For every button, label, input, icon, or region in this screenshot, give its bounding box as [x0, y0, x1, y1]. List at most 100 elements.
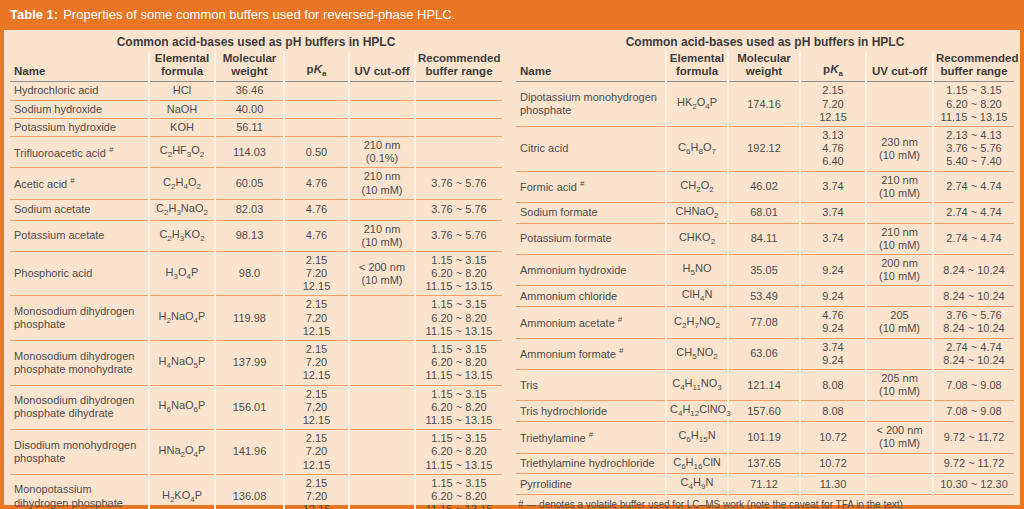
- buffer-range: 2.74 ~ 4.74: [933, 202, 1014, 223]
- buffer-range: 8.24 ~ 10.24: [933, 286, 1014, 307]
- molecular-weight: 114.03: [215, 137, 284, 168]
- buffer-range: [415, 100, 502, 118]
- buffer-range: 2.13 ~ 4.133.76 ~ 5.765.40 ~ 7.40: [933, 127, 1014, 172]
- column-header: Elemental formula: [666, 51, 728, 82]
- table-row: Monosodium dihydrogen phosphate monohydr…: [10, 341, 502, 386]
- elemental-formula: C4H11NO3: [666, 370, 728, 401]
- molecular-weight: 157.60: [728, 401, 800, 422]
- elemental-formula: H2NaO4P: [149, 296, 215, 341]
- uv-cutoff: 210 nm(10 mM): [349, 168, 415, 199]
- pka-values: [284, 100, 349, 118]
- molecular-weight: 98.0: [215, 251, 284, 296]
- elemental-formula: ClH4N: [666, 286, 728, 307]
- table-row: Sodium hydroxideNaOH40.00: [10, 100, 502, 118]
- elemental-formula: C6H15N: [666, 422, 728, 453]
- molecular-weight: 53.49: [728, 286, 800, 307]
- table-row: Formic acid #CH2O246.023.74210 nm(10 mM)…: [516, 171, 1014, 202]
- table-row: Monopotassium dihydrogen phosphateH2KO4P…: [10, 474, 502, 509]
- buffer-range: 3.76 ~ 5.76: [415, 168, 502, 199]
- molecular-weight: 84.11: [728, 223, 800, 254]
- pka-values: 10.72: [800, 422, 866, 453]
- uv-cutoff: [349, 296, 415, 341]
- molecular-weight: 137.99: [215, 341, 284, 386]
- buffer-name: Sodium formate: [516, 202, 666, 223]
- left-buffer-table-panel: Common acid-bases used as pH buffers in …: [10, 32, 502, 503]
- uv-cutoff: 200 nm(10 mM): [866, 255, 933, 286]
- table-row: Sodium formateCHNaO268.013.742.74 ~ 4.74: [516, 202, 1014, 223]
- elemental-formula: C2HF3O2: [149, 137, 215, 168]
- buffer-name: Sodium hydroxide: [10, 100, 149, 118]
- column-header: Molecular weight: [215, 51, 284, 82]
- elemental-formula: C2H4O2: [149, 168, 215, 199]
- buffer-name: Potassium hydroxide: [10, 118, 149, 136]
- elemental-formula: C2H7NO2: [666, 307, 728, 338]
- table-row: Tris hydrochlorideC4H12ClNO3157.608.087.…: [516, 401, 1014, 422]
- table-caption: Common acid-bases used as pH buffers in …: [516, 32, 1014, 51]
- molecular-weight: 136.08: [215, 474, 284, 509]
- uv-cutoff: < 200 nm(10 mM): [866, 422, 933, 453]
- buffer-name: Formic acid #: [516, 171, 666, 202]
- uv-cutoff: [866, 401, 933, 422]
- buffer-range: 1.15 ~ 3.156.20 ~ 8.2011.15 ~ 13.15: [415, 296, 502, 341]
- molecular-weight: 56.11: [215, 118, 284, 136]
- buffer-range: 1.15 ~ 3.156.20 ~ 8.2011.15 ~ 13.15: [415, 341, 502, 386]
- uv-cutoff: [349, 100, 415, 118]
- uv-cutoff: [866, 286, 933, 307]
- molecular-weight: 40.00: [215, 100, 284, 118]
- buffer-name: Dipotassium monohydrogen phosphate: [516, 82, 666, 127]
- pka-values: 3.74: [800, 223, 866, 254]
- buffer-name: Phosphoric acid: [10, 251, 149, 296]
- uv-cutoff: 205 nm(10 mM): [866, 370, 933, 401]
- column-header: Name: [10, 51, 149, 82]
- molecular-weight: 141.96: [215, 430, 284, 475]
- pka-values: 9.24: [800, 286, 866, 307]
- table-row: Monosodium dihydrogen phosphate dihydrat…: [10, 385, 502, 430]
- elemental-formula: HNa2O4P: [149, 430, 215, 475]
- molecular-weight: 156.01: [215, 385, 284, 430]
- pka-values: 2.157.2012.15: [284, 430, 349, 475]
- pka-values: 4.769.24: [800, 307, 866, 338]
- molecular-weight: 36.46: [215, 82, 284, 100]
- elemental-formula: CHNaO2: [666, 202, 728, 223]
- elemental-formula: CH5NO2: [666, 338, 728, 369]
- table-row: Sodium acetateC2H3NaO282.034.763.76 ~ 5.…: [10, 199, 502, 220]
- table-row: Triethylamine hydrochlorideC6H16ClN137.6…: [516, 453, 1014, 474]
- pka-values: 3.74: [800, 202, 866, 223]
- column-header: Name: [516, 51, 666, 82]
- buffer-name: Sodium acetate: [10, 199, 149, 220]
- pka-values: 3.74: [800, 171, 866, 202]
- table-title-text: Properties of some common buffers used f…: [63, 7, 455, 22]
- molecular-weight: 60.05: [215, 168, 284, 199]
- pka-values: 4.76: [284, 199, 349, 220]
- buffer-range: 2.74 ~ 4.74: [933, 223, 1014, 254]
- table-row: Acetic acid #C2H4O260.054.76210 nm(10 mM…: [10, 168, 502, 199]
- buffer-range: 10.30 ~ 12.30: [933, 474, 1014, 495]
- pka-values: [284, 82, 349, 100]
- molecular-weight: 46.02: [728, 171, 800, 202]
- uv-cutoff: [349, 430, 415, 475]
- buffer-name: Hydrochloric acid: [10, 82, 149, 100]
- elemental-formula: NaOH: [149, 100, 215, 118]
- pka-values: 10.72: [800, 453, 866, 474]
- molecular-weight: 35.05: [728, 255, 800, 286]
- table-row: Trifluoroacetic acid #C2HF3O2114.030.502…: [10, 137, 502, 168]
- table-number-label: Table 1:: [10, 7, 58, 22]
- table-row: Potassium acetateC2H3KO298.134.76210 nm(…: [10, 220, 502, 251]
- uv-cutoff: 210 nm(10 mM): [866, 223, 933, 254]
- molecular-weight: 63.06: [728, 338, 800, 369]
- buffer-name: Acetic acid #: [10, 168, 149, 199]
- column-header: Recommended buffer range: [415, 51, 502, 82]
- molecular-weight: 82.03: [215, 199, 284, 220]
- elemental-formula: HK2O4P: [666, 82, 728, 127]
- buffer-name: Monosodium dihydrogen phosphate monohydr…: [10, 341, 149, 386]
- elemental-formula: H6NaO6P: [149, 385, 215, 430]
- pka-values: 2.157.2012.15: [284, 341, 349, 386]
- pka-values: 2.157.2012.15: [284, 474, 349, 509]
- pka-values: 8.08: [800, 401, 866, 422]
- buffer-name: Trifluoroacetic acid #: [10, 137, 149, 168]
- buffer-name: Citric acid: [516, 127, 666, 172]
- table-row: Dipotassium monohydrogen phosphateHK2O4P…: [516, 82, 1014, 127]
- pka-values: 4.76: [284, 168, 349, 199]
- molecular-weight: 121.14: [728, 370, 800, 401]
- pka-values: 3.134.766.40: [800, 127, 866, 172]
